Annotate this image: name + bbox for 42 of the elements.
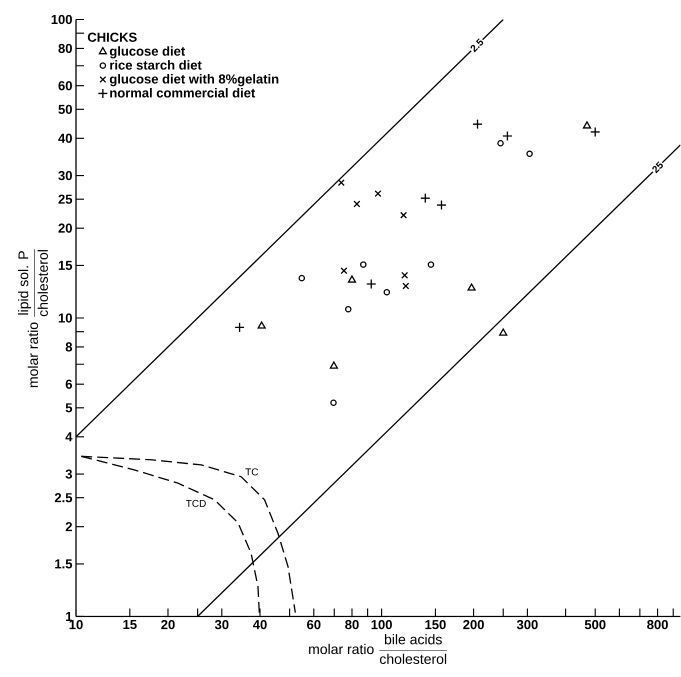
y-tick-label: 2.5	[54, 493, 72, 502]
series-label: TCD	[186, 500, 206, 507]
legend-title: CHICKS	[88, 32, 137, 42]
annotation: 2.5	[470, 38, 484, 52]
legend-label: rice starch diet	[110, 60, 202, 70]
x-tick-label: 40	[252, 620, 267, 630]
y-tick-label: 1	[66, 612, 72, 621]
y-tick-label: 5	[66, 403, 72, 412]
y-tick-label: 30	[58, 170, 72, 180]
x-tick-label: 300	[516, 620, 538, 630]
y-tick-label: 25	[58, 194, 72, 204]
x-tick-label: 15	[123, 620, 137, 630]
y-tick-label: 6	[66, 380, 72, 389]
y-tick-label: 3	[66, 469, 72, 479]
legend-label: normal commercial diet	[110, 88, 256, 98]
y-tick-label: 8	[66, 342, 72, 352]
x-tick-label: 200	[463, 620, 484, 630]
x-tick-label: 60	[307, 620, 320, 630]
y-tick-label: 80	[58, 44, 72, 54]
y-tick-label: 50	[58, 104, 72, 114]
legend-label: glucose diet	[110, 46, 186, 58]
y-tick-label: 1.5	[55, 559, 72, 568]
x-tick-label: 800	[647, 620, 668, 630]
series-label: TC	[245, 468, 258, 476]
y-tick-label: 2	[66, 522, 72, 532]
y-axis-title: $\text{molar ratio }\dfrac{\text{lipid sol. P}}{\text{cholesterol}}$	[18, 249, 48, 388]
y-tick-label: 15	[58, 260, 72, 270]
x-tick-label: 30	[214, 620, 229, 630]
x-tick-label: 500	[584, 620, 606, 630]
y-tick-label: 60	[58, 81, 72, 90]
y-tick-label: 4	[65, 432, 72, 442]
legend-label: glucose diet with 8%gelatin	[110, 74, 278, 86]
x-axis-title: $\text{molar ratio }\dfrac{\text{bile acids}}{\text{cholesterol}}$	[309, 634, 448, 664]
x-tick-label: 80	[345, 620, 359, 630]
y-tick-label: 20	[58, 224, 72, 233]
x-tick-label: 150	[425, 620, 446, 630]
x-tick-label: 20	[161, 620, 175, 630]
annotation: 25	[652, 161, 663, 174]
x-tick-label: 100	[372, 620, 392, 630]
y-tick-label: 10	[58, 313, 72, 323]
y-tick-label: 100	[52, 14, 72, 24]
y-tick-label: 40	[58, 134, 72, 143]
